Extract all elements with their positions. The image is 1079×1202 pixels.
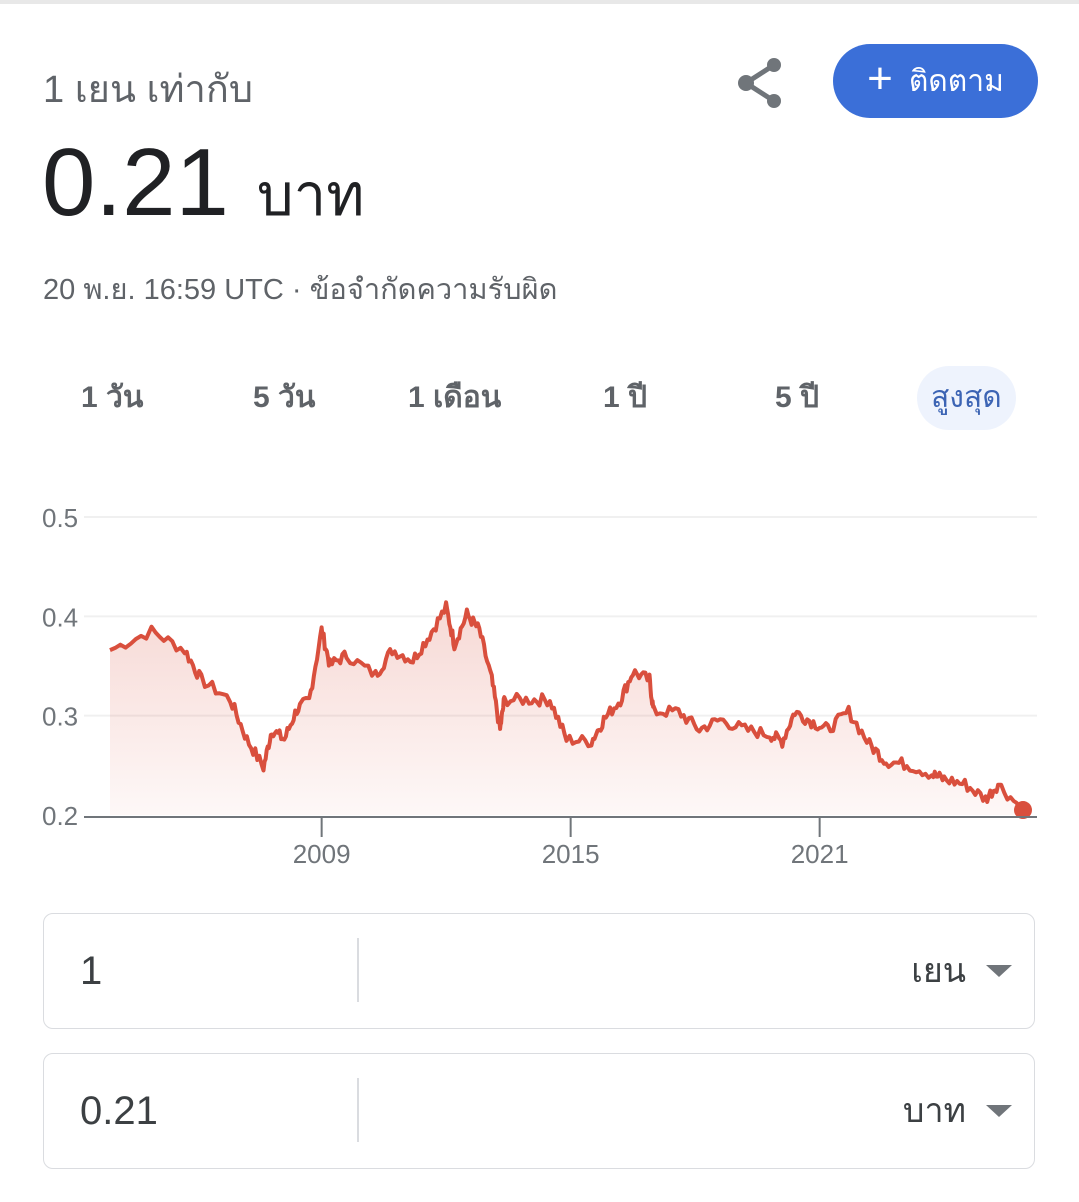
follow-button[interactable]: + ติดตาม	[833, 44, 1038, 118]
chart-area-fill	[110, 602, 1023, 815]
to-currency-row: 0.21 บาท	[43, 1053, 1035, 1169]
field-divider	[357, 1078, 359, 1142]
x-tick-label: 2015	[542, 839, 600, 869]
tab-max[interactable]: สูงสุด	[917, 366, 1016, 430]
field-divider	[357, 938, 359, 1002]
share-icon	[738, 58, 781, 108]
to-currency-select[interactable]: บาท	[902, 1092, 966, 1130]
range-tabs: 1 วัน 5 วัน 1 เดือน 1 ปี 5 ปี สูงสุด	[43, 366, 1038, 430]
exchange-rate: 0.21 บาท	[42, 128, 364, 241]
y-tick-label: 0.5	[42, 503, 78, 533]
follow-label: ติดตาม	[908, 64, 1004, 98]
y-tick-label: 0.3	[42, 702, 78, 732]
rate-unit: บาท	[256, 163, 365, 228]
rate-value: 0.21	[42, 129, 229, 236]
dropdown-arrow-icon[interactable]	[986, 965, 1012, 977]
chart-current-point	[1014, 801, 1032, 820]
tab-5-year[interactable]: 5 ปี	[775, 381, 820, 414]
conversion-subtitle: 1 เยน เท่ากับ	[43, 69, 253, 111]
chart-series-line	[109, 600, 1025, 815]
tab-1-year[interactable]: 1 ปี	[603, 381, 648, 414]
rate-chart[interactable]: 0.5 0.4 0.3 0.2 2009 2015 2021	[0, 490, 1079, 880]
from-amount-input[interactable]: 1	[80, 949, 103, 993]
dropdown-arrow-icon[interactable]	[986, 1105, 1012, 1117]
y-tick-label: 0.4	[42, 602, 78, 632]
plus-icon: +	[867, 54, 893, 103]
tab-1-month[interactable]: 1 เดือน	[408, 381, 502, 414]
timestamp: 20 พ.ย. 16:59 UTC ·	[43, 274, 310, 306]
tab-5-day[interactable]: 5 วัน	[253, 381, 316, 414]
from-currency-row: 1 เยน	[43, 913, 1035, 1029]
tab-1-day[interactable]: 1 วัน	[81, 381, 144, 414]
timestamp-line: 20 พ.ย. 16:59 UTC · ข้อจำกัดความรับผิด	[43, 266, 557, 312]
y-tick-label: 0.2	[42, 801, 78, 831]
disclaimer-link[interactable]: ข้อจำกัดความรับผิด	[309, 274, 558, 306]
to-amount-input[interactable]: 0.21	[80, 1089, 158, 1133]
top-divider	[0, 0, 1079, 4]
x-tick-label: 2021	[791, 839, 849, 869]
share-button[interactable]	[732, 55, 788, 111]
x-tick-label: 2009	[293, 839, 351, 869]
from-currency-select[interactable]: เยน	[911, 952, 966, 990]
